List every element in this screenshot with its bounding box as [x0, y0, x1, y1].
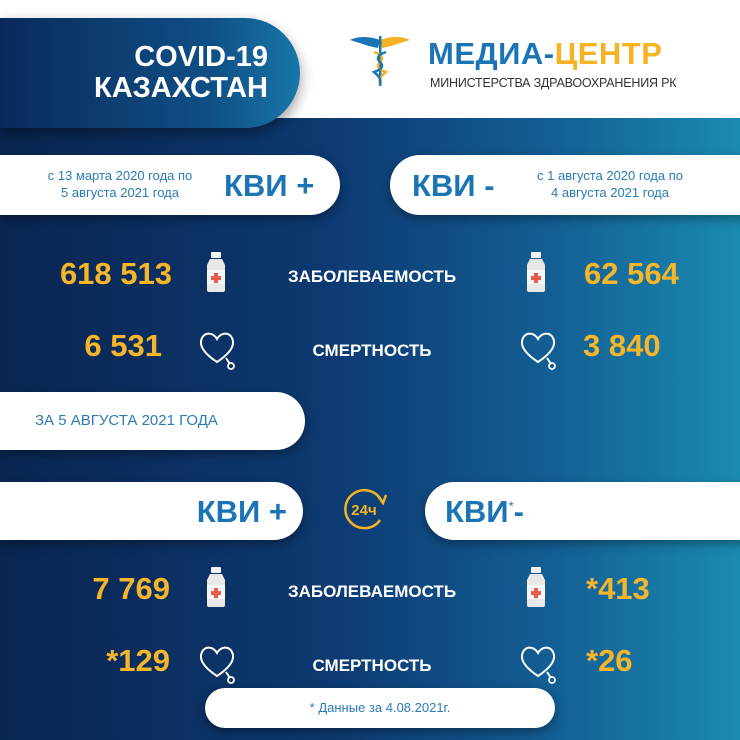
title-badge: COVID-19 КАЗАХСТАН [0, 18, 300, 128]
cumulative-negative-deaths: 3 840 [583, 328, 661, 363]
kvi-negative-label: КВИ - [412, 168, 495, 203]
daily-date-pill: ЗА 5 АВГУСТА 2021 ГОДА [0, 392, 305, 450]
daily-positive-cases: 7 769 [92, 571, 170, 606]
kvi-negative-label: КВИ*- [445, 494, 524, 530]
heart-icon [199, 646, 235, 684]
logo-part1: МЕДИА- [428, 36, 555, 71]
logo-subtitle: МИНИСТЕРСТВА ЗДРАВООХРАНЕНИЯ РК [430, 76, 677, 90]
cumulative-positive-cases: 618 513 [59, 256, 172, 291]
cumulative-negative-period: с 1 августа 2020 года по 4 августа 2021 г… [512, 167, 708, 201]
24-hours-text: 24ч [351, 502, 376, 519]
title-line2: КАЗАХСТАН [94, 72, 268, 104]
logo-part2: ЦЕНТР [554, 36, 663, 71]
cases-label: ЗАБОЛЕВАЕМОСТЬ [287, 582, 457, 601]
kvi-minus: - [513, 494, 524, 529]
24-hours-icon: 24ч [344, 488, 388, 530]
asterisk: * [508, 498, 514, 514]
cases-label: ЗАБОЛЕВАЕМОСТЬ [287, 267, 457, 286]
medicine-bottle-icon [207, 252, 225, 292]
cumulative-negative-pill: КВИ - с 1 августа 2020 года по 4 августа … [390, 155, 740, 215]
period-line1: с 13 марта 2020 года по [47, 168, 193, 183]
deaths-label: СМЕРТНОСТЬ [312, 656, 432, 675]
daily-date-label: ЗА 5 АВГУСТА 2021 ГОДА [35, 412, 218, 429]
period-line1: с 1 августа 2020 года по [537, 168, 683, 183]
period-line2: 4 августа 2021 года [551, 185, 669, 200]
daily-positive-pill: КВИ + [0, 482, 303, 540]
period-line2: 5 августа 2021 года [61, 185, 179, 200]
kvi-positive-label: КВИ + [196, 494, 287, 529]
cumulative-positive-pill: с 13 марта 2020 года по 5 августа 2021 го… [0, 155, 340, 215]
medicine-bottle-icon [207, 567, 225, 607]
daily-negative-cases: *413 [586, 571, 650, 606]
kvi-positive-label: КВИ + [224, 168, 315, 203]
heart-icon [520, 332, 556, 370]
medicine-bottle-icon [527, 567, 545, 607]
daily-positive-deaths: *129 [106, 643, 170, 678]
cumulative-positive-period: с 13 марта 2020 года по 5 августа 2021 го… [22, 167, 218, 201]
title-line1: COVID-19 [134, 41, 268, 73]
cumulative-positive-deaths: 6 531 [84, 328, 162, 363]
medicine-bottle-icon [527, 252, 545, 292]
daily-negative-deaths: *26 [586, 643, 633, 678]
caduceus-icon [350, 36, 410, 86]
heart-icon [199, 332, 235, 370]
kvi-label-text: КВИ [445, 494, 509, 529]
cumulative-negative-cases: 62 564 [584, 256, 679, 291]
logo-title: МЕДИА-ЦЕНТР [428, 36, 662, 72]
heart-icon [520, 646, 556, 684]
footnote: * Данные за 4.08.2021г. [205, 688, 555, 728]
deaths-label: СМЕРТНОСТЬ [312, 341, 432, 360]
daily-negative-pill: КВИ*- [425, 482, 740, 540]
